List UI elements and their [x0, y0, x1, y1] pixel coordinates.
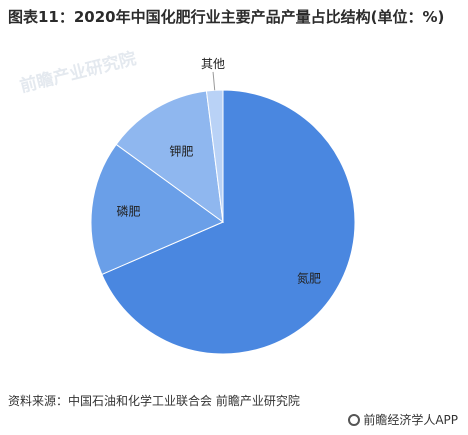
logo-mark-icon	[348, 413, 361, 426]
slice-label-1: 磷肥	[117, 204, 141, 219]
pie-slice-0	[101, 89, 356, 355]
pie-slice-2	[115, 90, 224, 224]
chart-title: 图表11：2020年中国化肥行业主要产品产量占比结构(单位：%)	[8, 8, 445, 26]
slice-label-3: 其他	[201, 57, 225, 71]
slice-label-2: 钾肥	[169, 145, 193, 159]
pie-slice-3	[205, 89, 224, 223]
pie-slice-1	[90, 143, 225, 276]
source-note: 资料来源：中国石油和化学工业联合会 前瞻产业研究院	[8, 394, 300, 408]
slice-label-0: 氮肥	[297, 271, 321, 286]
logo-text: 前瞻经济学人APP	[363, 413, 458, 427]
leader-line-3	[212, 71, 216, 91]
publisher-logo: 前瞻经济学人APP	[348, 411, 458, 428]
